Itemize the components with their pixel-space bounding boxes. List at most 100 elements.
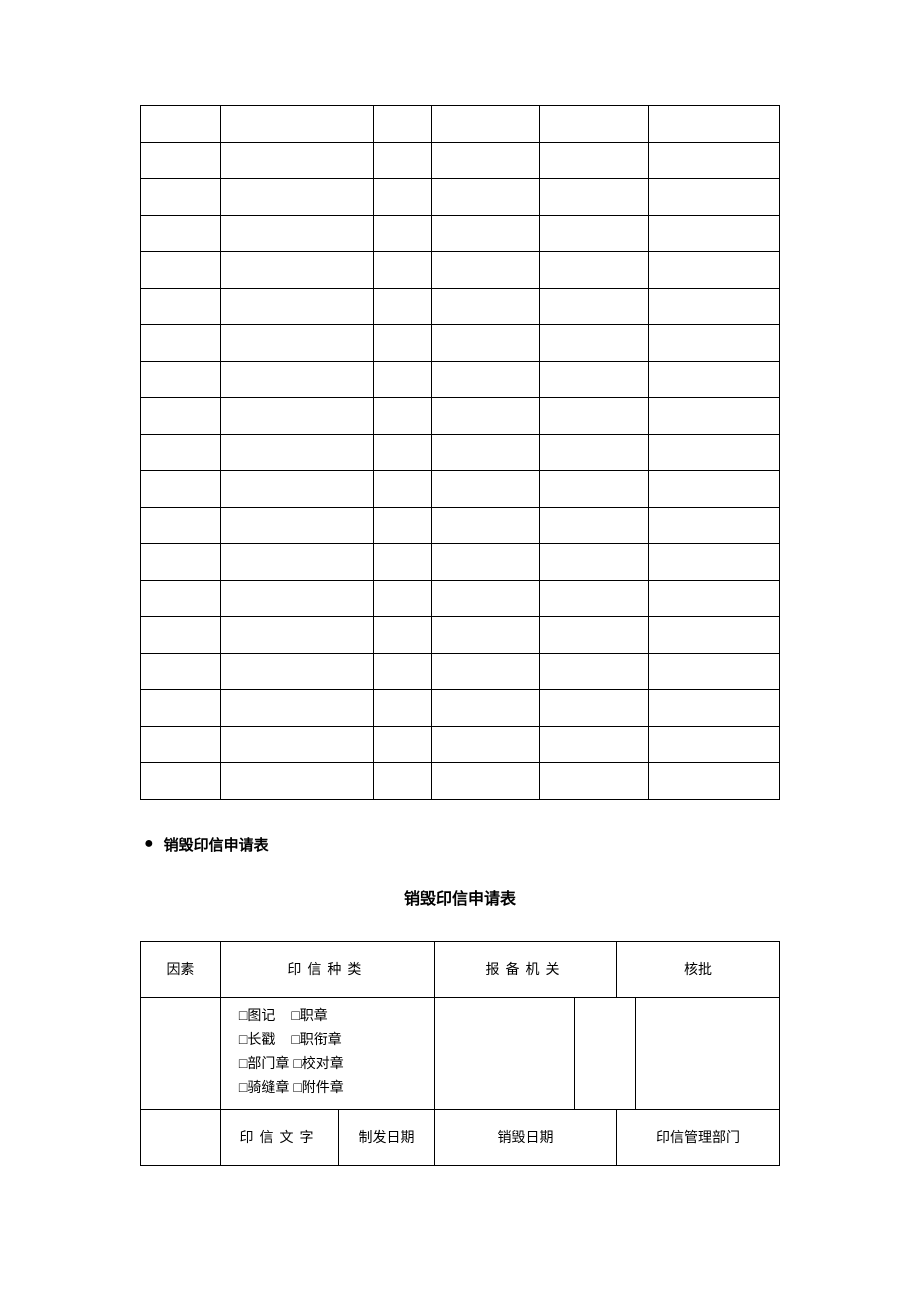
empty-cell xyxy=(141,106,221,143)
empty-cell xyxy=(220,471,373,508)
checkbox-xiaoduizhang[interactable]: □校对章 xyxy=(293,1053,343,1077)
empty-cell xyxy=(648,106,779,143)
empty-cell xyxy=(220,398,373,435)
empty-cell xyxy=(141,544,221,581)
checkbox-tuji[interactable]: □图记 xyxy=(239,1005,275,1029)
empty-cell xyxy=(648,507,779,544)
empty-cell xyxy=(648,544,779,581)
empty-cell xyxy=(220,252,373,289)
factor-cell-empty xyxy=(141,997,221,1109)
section-heading-text: 销毁印信申请表 xyxy=(164,834,269,855)
empty-cell xyxy=(540,252,649,289)
checkbox-fujianzhang[interactable]: □附件章 xyxy=(293,1077,343,1101)
empty-cell xyxy=(141,325,221,362)
report-agency-cell-empty xyxy=(434,997,575,1109)
empty-cell xyxy=(141,763,221,800)
empty-cell xyxy=(374,215,432,252)
empty-cell xyxy=(141,361,221,398)
empty-cell xyxy=(540,617,649,654)
empty-cell xyxy=(540,580,649,617)
empty-cell xyxy=(374,507,432,544)
empty-cell xyxy=(374,179,432,216)
empty-cell xyxy=(141,507,221,544)
empty-cell xyxy=(431,106,540,143)
empty-cell xyxy=(141,288,221,325)
header-seal-type: 印信种类 xyxy=(220,941,434,997)
empty-cell xyxy=(220,361,373,398)
empty-cell xyxy=(374,726,432,763)
empty-cell xyxy=(540,544,649,581)
checkbox-bumenzhang[interactable]: □部门章 xyxy=(239,1053,289,1077)
empty-cell xyxy=(648,434,779,471)
empty-cell xyxy=(431,288,540,325)
empty-cell xyxy=(431,507,540,544)
empty-cell xyxy=(220,580,373,617)
empty-cell xyxy=(540,106,649,143)
empty-cell xyxy=(374,361,432,398)
empty-cell xyxy=(431,580,540,617)
subheader-destroy-date: 销毁日期 xyxy=(434,1109,616,1165)
empty-cell xyxy=(141,580,221,617)
empty-cell xyxy=(648,288,779,325)
empty-cell xyxy=(220,215,373,252)
empty-cell xyxy=(431,544,540,581)
empty-cell xyxy=(220,325,373,362)
form-title: 销毁印信申请表 xyxy=(140,885,780,909)
empty-cell xyxy=(141,690,221,727)
empty-cell xyxy=(374,142,432,179)
empty-cell xyxy=(220,288,373,325)
empty-cell xyxy=(220,544,373,581)
empty-cell xyxy=(220,726,373,763)
empty-grid-table xyxy=(140,105,780,800)
empty-cell xyxy=(648,726,779,763)
empty-cell xyxy=(648,325,779,362)
header-factor: 因素 xyxy=(141,941,221,997)
empty-cell xyxy=(374,398,432,435)
empty-cell xyxy=(374,434,432,471)
empty-cell xyxy=(431,325,540,362)
empty-cell xyxy=(374,580,432,617)
empty-cell xyxy=(374,763,432,800)
destruction-application-form: 因素 印信种类 报备机关 核批 □图记 □职章 □长戳 □职衔章 xyxy=(140,941,780,1166)
empty-cell xyxy=(374,252,432,289)
empty-cell xyxy=(540,361,649,398)
subheader-issue-date: 制发日期 xyxy=(339,1109,435,1165)
empty-cell xyxy=(431,653,540,690)
empty-cell xyxy=(374,544,432,581)
empty-cell xyxy=(374,288,432,325)
empty-cell xyxy=(374,617,432,654)
checkbox-changchuo[interactable]: □长戳 xyxy=(239,1029,275,1053)
empty-cell xyxy=(220,142,373,179)
empty-cell xyxy=(220,434,373,471)
empty-cell xyxy=(374,325,432,362)
subheader-seal-text: 印信文字 xyxy=(220,1109,338,1165)
empty-cell xyxy=(431,471,540,508)
empty-cell xyxy=(431,434,540,471)
checkbox-qifengzhang[interactable]: □骑缝章 xyxy=(239,1077,289,1101)
subheader-empty xyxy=(141,1109,221,1165)
empty-cell xyxy=(431,763,540,800)
empty-cell xyxy=(431,361,540,398)
header-report-agency: 报备机关 xyxy=(434,941,616,997)
empty-cell xyxy=(141,252,221,289)
empty-cell xyxy=(648,471,779,508)
empty-cell xyxy=(141,471,221,508)
empty-cell xyxy=(540,471,649,508)
checkbox-zhizhang[interactable]: □职章 xyxy=(291,1005,327,1029)
empty-cell xyxy=(431,215,540,252)
empty-cell xyxy=(648,252,779,289)
empty-cell xyxy=(220,106,373,143)
empty-cell xyxy=(431,690,540,727)
empty-cell xyxy=(540,763,649,800)
checkbox-zhixianzhang[interactable]: □职衔章 xyxy=(291,1029,341,1053)
empty-cell xyxy=(220,617,373,654)
empty-cell xyxy=(648,361,779,398)
empty-cell xyxy=(374,106,432,143)
empty-cell xyxy=(648,179,779,216)
bullet-icon: ● xyxy=(144,835,154,853)
empty-cell xyxy=(648,580,779,617)
empty-cell xyxy=(540,142,649,179)
empty-cell xyxy=(540,690,649,727)
empty-cell xyxy=(648,690,779,727)
report-agency-cell-empty2 xyxy=(575,997,636,1109)
